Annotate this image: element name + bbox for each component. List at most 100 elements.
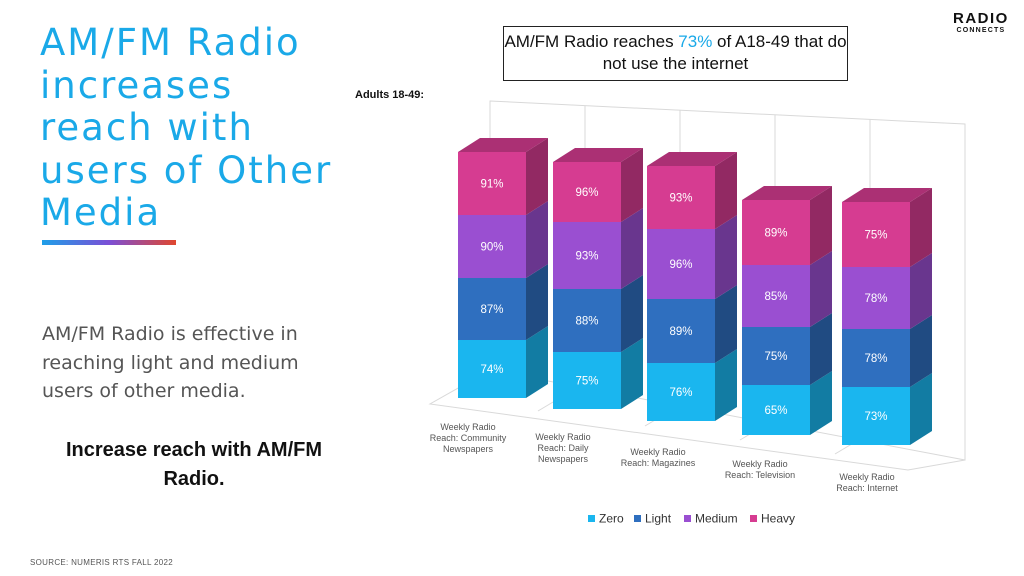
bar-side-zero (715, 349, 737, 421)
category-label: Weekly Radio Reach: Television (725, 459, 795, 480)
bar-value-label: 90% (480, 242, 503, 254)
chart-subtitle: Adults 18-49: (355, 89, 425, 101)
bar-segment-heavy (842, 202, 910, 267)
bar-value-label: 74% (480, 364, 503, 376)
callout-box: AM/FM Radio reaches 73% of A18-49 that d… (503, 26, 848, 81)
bar-top-face (842, 188, 932, 202)
bar-value-label: 75% (864, 230, 887, 242)
legend-swatch-zero (588, 515, 595, 522)
category-label-line: Reach: Community (430, 433, 507, 443)
bar-side-medium (526, 201, 548, 278)
category-label-line: Reach: Internet (836, 483, 898, 493)
bar-side-light (526, 264, 548, 340)
category-label-line: Reach: Television (725, 470, 795, 480)
radio-connects-logo: RADIO CONNECTS (953, 11, 1009, 36)
bar-side-heavy (910, 188, 932, 267)
bar-top-face (458, 138, 548, 152)
bar-segment-zero (742, 385, 810, 435)
legend-label-light: Light (645, 512, 672, 526)
bar-segment-light (842, 329, 910, 387)
bar-value-label: 96% (669, 259, 692, 271)
callout-prefix: AM/FM Radio reaches (504, 32, 679, 51)
callout-suffix: of A18-49 that do not use the internet (602, 32, 847, 73)
legend-label-medium: Medium (695, 512, 738, 526)
bar-segment-medium (842, 267, 910, 329)
logo-line1: RADIO (953, 10, 1009, 27)
category-label-line: Weekly Radio (630, 447, 685, 457)
bar-top-face (553, 148, 643, 162)
bar-segment-medium (647, 229, 715, 299)
bar-segment-zero (647, 363, 715, 421)
bar-side-heavy (715, 152, 737, 229)
category-label: Weekly Radio Reach: Daily Newspapers (535, 432, 590, 464)
callout-highlight: 73% (678, 32, 713, 51)
bar-segment-heavy (458, 152, 526, 215)
bar-value-label: 65% (764, 405, 787, 417)
legend-label-heavy: Heavy (761, 512, 795, 526)
bar-segment-light (458, 278, 526, 340)
bar-value-label: 89% (764, 228, 787, 240)
bar-top-face (647, 152, 737, 166)
bar-value-label: 76% (669, 387, 692, 399)
bar-value-label: 75% (764, 351, 787, 363)
accent-bar (42, 240, 176, 245)
bar-value-label: 91% (480, 179, 503, 191)
bar-side-zero (910, 373, 932, 445)
bar-segment-heavy (553, 162, 621, 222)
bar-value-label: 88% (575, 316, 598, 328)
legend-swatch-heavy (750, 515, 757, 522)
bar-value-label: 78% (864, 353, 887, 365)
bar-value-label: 93% (669, 193, 692, 205)
category-label: Weekly Radio Reach: Community Newspapers (430, 422, 507, 454)
category-label-line: Weekly Radio (440, 422, 495, 432)
bar-value-label: 93% (575, 251, 598, 263)
bar-side-medium (910, 253, 932, 329)
category-label: Weekly Radio Reach: Magazines (621, 447, 696, 468)
category-label-line: Weekly Radio (732, 459, 787, 469)
category-label-line: Weekly Radio (535, 432, 590, 442)
bar-segment-zero (458, 340, 526, 398)
bar-side-heavy (526, 138, 548, 215)
bar-side-light (810, 313, 832, 385)
bar-side-medium (715, 215, 737, 299)
bar-value-label: 75% (575, 376, 598, 388)
bar-value-label: 89% (669, 326, 692, 338)
legend-swatch-medium (684, 515, 691, 522)
bar-segment-medium (742, 265, 810, 327)
body-text: AM/FM Radio is effective in reaching lig… (42, 323, 299, 402)
bar-segment-heavy (742, 200, 810, 265)
headline: AM/FM Radio increases reach with users o… (40, 21, 333, 234)
bar-top-face (742, 186, 832, 200)
bar-segment-medium (553, 222, 621, 289)
bar-segment-heavy (647, 166, 715, 229)
bar-side-zero (621, 338, 643, 409)
legend-swatch-light (634, 515, 641, 522)
bar-value-label: 78% (864, 293, 887, 305)
bar-segment-zero (842, 387, 910, 445)
logo-line2: CONNECTS (956, 27, 1006, 34)
category-label-line: Newspapers (443, 444, 494, 454)
bar-value-label: 87% (480, 304, 503, 316)
category-label-line: Reach: Daily (537, 443, 589, 453)
bar-side-light (910, 315, 932, 387)
bar-side-zero (810, 371, 832, 435)
call-to-action: Increase reach with AM/FM Radio. (66, 439, 322, 490)
bar-side-zero (526, 326, 548, 398)
bar-side-heavy (810, 186, 832, 265)
bar-value-label: 85% (764, 291, 787, 303)
bar-value-label: 96% (575, 187, 598, 199)
bar-segment-zero (553, 352, 621, 409)
source-note: SOURCE: NUMERIS RTS FALL 2022 (30, 558, 173, 567)
category-label-line: Newspapers (538, 454, 589, 464)
bar-side-medium (810, 251, 832, 327)
bar-segment-medium (458, 215, 526, 278)
bar-segment-light (742, 327, 810, 385)
bar-side-light (621, 275, 643, 352)
bar-value-label: 73% (864, 411, 887, 423)
bar-side-medium (621, 208, 643, 289)
bar-side-light (715, 285, 737, 363)
category-label-line: Weekly Radio (839, 472, 894, 482)
bar-segment-light (553, 289, 621, 352)
bar-side-heavy (621, 148, 643, 222)
bar-segment-light (647, 299, 715, 363)
